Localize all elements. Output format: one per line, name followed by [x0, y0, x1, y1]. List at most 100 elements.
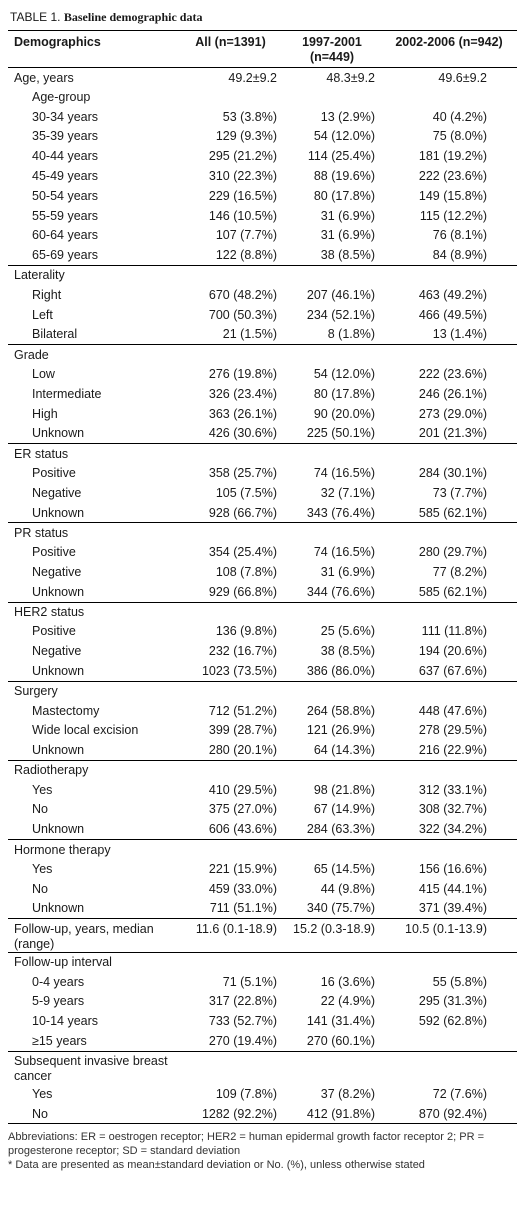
group-heading: PR status	[8, 522, 178, 543]
data-row: Unknown 929 (66.8%) 344 (76.6%) 585 (62.1%)	[8, 582, 517, 602]
cell: 73 (7.7%)	[432, 485, 487, 500]
empty-cell	[178, 87, 283, 107]
cell: 712 (51.2%)	[208, 703, 277, 718]
cell: 273 (29.0%)	[418, 406, 487, 421]
row-label: 30-34 years	[32, 109, 99, 124]
cell: 75 (8.0%)	[432, 129, 487, 144]
empty-cell	[178, 759, 283, 781]
cell: 585 (62.1%)	[418, 584, 487, 599]
data-row: Left 700 (50.3%) 234 (52.1%) 466 (49.5%)	[8, 305, 517, 325]
empty-cell	[283, 344, 381, 365]
row-label: Unknown	[32, 743, 85, 758]
cell: 375 (27.0%)	[208, 802, 277, 817]
cell: 98 (21.8%)	[313, 782, 375, 797]
row-label: 0-4 years	[32, 974, 85, 989]
group-heading: Follow-up interval	[8, 951, 178, 973]
data-row: High 363 (26.1%) 90 (20.0%) 273 (29.0%)	[8, 404, 517, 424]
cell: 80 (17.8%)	[313, 188, 375, 203]
abbreviations: Abbreviations: ER = oestrogen receptor; …	[8, 1131, 484, 1158]
group-row: Subsequent invasive breast cancer	[8, 1050, 517, 1085]
cell: 54 (12.0%)	[313, 129, 375, 144]
data-row: Unknown 280 (20.1%) 64 (14.3%) 216 (22.9%)	[8, 741, 517, 761]
data-row: Unknown 426 (30.6%) 225 (50.1%) 201 (21.3%)	[8, 424, 517, 444]
cell: 74 (16.5%)	[313, 545, 375, 560]
cell: 32 (7.1%)	[320, 485, 375, 500]
empty-cell	[381, 601, 517, 622]
group-heading: Follow-up, years, median (range)	[8, 918, 178, 953]
cell: 280 (20.1%)	[208, 743, 277, 758]
empty-cell	[381, 344, 517, 365]
row-label: 10-14 years	[32, 1014, 99, 1029]
data-row: Unknown 606 (43.6%) 284 (63.3%) 322 (34.2%)	[8, 820, 517, 840]
row-label: Yes	[32, 782, 53, 797]
row-label: 60-64 years	[32, 228, 99, 243]
group-row: Age, years 49.2±9.2 48.3±9.2 49.6±9.2	[8, 67, 517, 88]
cell: 870 (92.4%)	[381, 1104, 517, 1125]
empty-cell	[283, 839, 381, 860]
data-row: 30-34 years 53 (3.8%) 13 (2.9%) 40 (4.2%)	[8, 107, 517, 127]
cell: 21 (1.5%)	[222, 327, 277, 342]
cell: 84 (8.9%)	[432, 248, 487, 263]
cell: 733 (52.7%)	[208, 1014, 277, 1029]
cell: 354 (25.4%)	[208, 545, 277, 560]
row-label: Low	[32, 366, 55, 381]
row-label: Unknown	[32, 822, 85, 837]
column-header: 2002-2006 (n=942)	[381, 30, 517, 68]
data-row: 10-14 years 733 (52.7%) 141 (31.4%) 592 (62…	[8, 1012, 517, 1032]
empty-cell	[283, 951, 381, 973]
table-caption: TABLE 1. Baseline demographic data	[10, 10, 517, 25]
data-row: Intermediate 326 (23.4%) 80 (17.8%) 246 (26…	[8, 384, 517, 404]
row-label: Intermediate	[32, 386, 102, 401]
data-row: Wide local excision 399 (28.7%) 121 (26.9%…	[8, 721, 517, 741]
data-row: 5-9 years 317 (22.8%) 22 (4.9%) 295 (31.3%)	[8, 992, 517, 1012]
data-row: 55-59 years 146 (10.5%) 31 (6.9%) 115 (12.2…	[8, 206, 517, 226]
empty-cell	[381, 522, 517, 543]
empty-cell	[178, 443, 283, 464]
cell: 16 (3.6%)	[320, 974, 375, 989]
empty-cell	[178, 951, 283, 973]
empty-cell	[381, 1031, 517, 1051]
cell: 107 (7.7%)	[215, 228, 277, 243]
empty-cell	[283, 443, 381, 464]
cell: 246 (26.1%)	[418, 386, 487, 401]
group-heading: Grade	[8, 344, 178, 365]
empty-cell	[178, 601, 283, 622]
data-row: Yes 221 (15.9%) 65 (14.5%) 156 (16.6%)	[8, 859, 517, 879]
cell: 10.5 (0.1-13.9)	[381, 918, 517, 953]
cell: 280 (29.7%)	[418, 545, 487, 560]
empty-cell	[381, 680, 517, 701]
empty-cell	[283, 680, 381, 701]
cell: 8 (1.8%)	[327, 327, 375, 342]
cell: 71 (5.1%)	[222, 974, 277, 989]
group-heading: Subsequent invasive breast cancer	[8, 1050, 178, 1085]
cell: 141 (31.4%)	[306, 1014, 375, 1029]
cell: 670 (48.2%)	[208, 287, 277, 302]
data-row: No 375 (27.0%) 67 (14.9%) 308 (32.7%)	[8, 800, 517, 820]
row-label: Negative	[32, 644, 82, 659]
cell: 194 (20.6%)	[418, 644, 487, 659]
cell: 1282 (92.2%)	[178, 1104, 283, 1125]
cell: 310 (22.3%)	[208, 168, 277, 183]
row-label: 35-39 years	[32, 129, 99, 144]
row-label: 5-9 years	[32, 994, 85, 1009]
row-label: High	[32, 406, 58, 421]
cell: 232 (16.7%)	[208, 644, 277, 659]
cell: 105 (7.5%)	[215, 485, 277, 500]
row-label: Positive	[32, 624, 76, 639]
cell: 229 (16.5%)	[208, 188, 277, 203]
empty-cell	[381, 759, 517, 781]
cell: 386 (86.0%)	[306, 663, 375, 678]
data-row: No 1282 (92.2%) 412 (91.8%) 870 (92.4%)	[8, 1104, 517, 1125]
empty-cell	[381, 87, 517, 107]
cell: 276 (19.8%)	[208, 366, 277, 381]
cell: 201 (21.3%)	[418, 426, 487, 441]
row-label: 55-59 years	[32, 208, 99, 223]
table-title: Baseline demographic data	[63, 10, 203, 24]
column-header: All (n=1391)	[178, 30, 283, 68]
cell: 156 (16.6%)	[418, 861, 487, 876]
cell: 929 (66.8%)	[208, 584, 277, 599]
group-row: Surgery	[8, 680, 517, 701]
table-body: Age, years 49.2±9.2 48.3±9.2 49.6±9.2 Age-gr…	[8, 67, 517, 1125]
cell: 222 (23.6%)	[418, 366, 487, 381]
